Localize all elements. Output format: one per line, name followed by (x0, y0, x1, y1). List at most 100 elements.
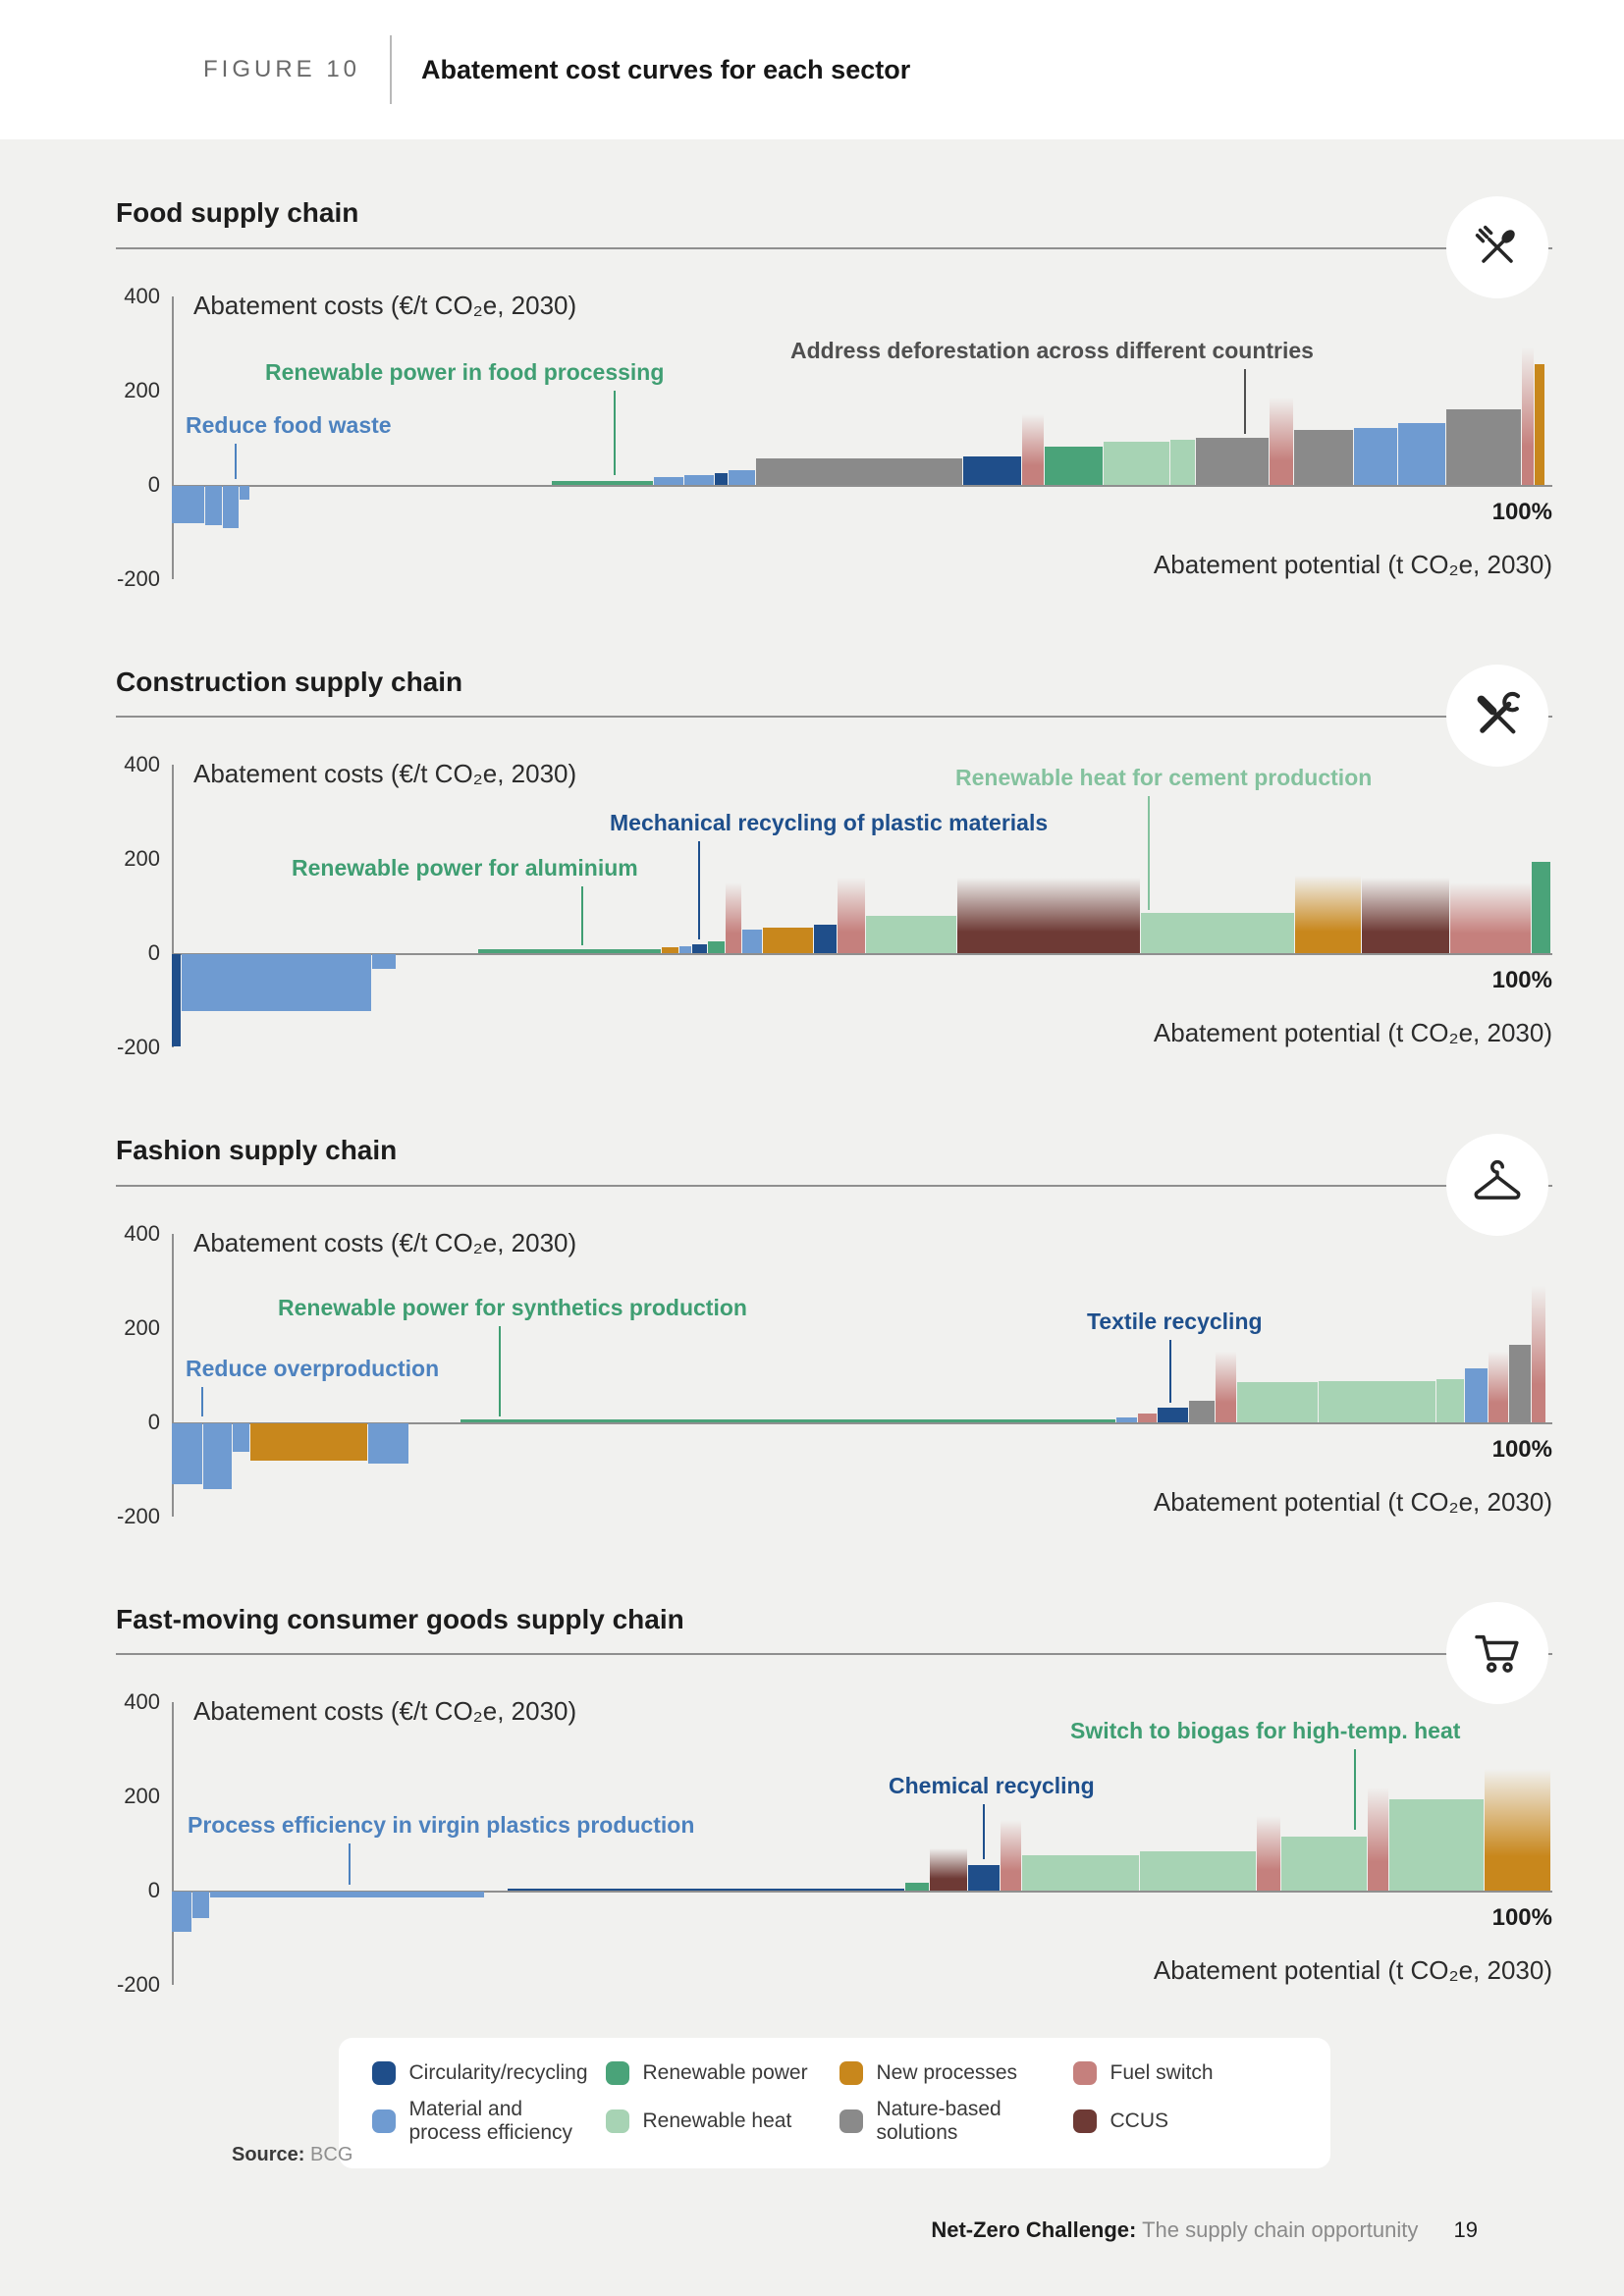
bar-fuel (1138, 1414, 1157, 1422)
annotation-leader-line (201, 1386, 203, 1416)
sector-icon-badge (1446, 1133, 1548, 1236)
bar-circ (813, 925, 837, 954)
annotation-leader-line (983, 1804, 985, 1860)
y-axis-ticks: 400 200 0 -200 (116, 1689, 172, 1997)
bar-fuel (1367, 1787, 1389, 1892)
annotation-leader-line (499, 1325, 501, 1416)
bar-circ (172, 954, 181, 1046)
bar-renheat (1022, 1855, 1139, 1892)
bar-matproc (1115, 1416, 1138, 1422)
bar-newproc (662, 947, 679, 954)
chart-food: 400 200 0 -200 Abatement costs (€/t CO₂e… (116, 284, 1552, 591)
bar-fuel (1022, 413, 1044, 485)
bar-fuel (1489, 1351, 1509, 1422)
y-axis-ticks: 400 200 0 -200 (116, 1221, 172, 1528)
bar-newproc (762, 927, 813, 954)
figure-label: FIGURE 10 (203, 56, 361, 82)
y-tick: -200 (116, 1972, 160, 1998)
bar-matproc (653, 477, 683, 485)
bar-matproc (204, 485, 222, 526)
fmcg-icon (1475, 1635, 1519, 1674)
bar-matproc (223, 485, 239, 528)
annotation-label: Renewable power in food processing (265, 358, 665, 385)
sector-head: Fast-moving consumer goods supply chain (116, 1602, 1552, 1705)
y-tick: 200 (124, 1314, 160, 1340)
sector-fmcg: Fast-moving consumer goods supply chain … (116, 1602, 1552, 1997)
legend-label: Material and process efficiency (408, 2097, 573, 2144)
legend-label: Renewable power (642, 2061, 808, 2085)
sector-title: Fast-moving consumer goods supply chain (116, 1603, 684, 1634)
annotation-label: Switch to biogas for high-temp. heat (1070, 1718, 1461, 1744)
bar-renheat (1104, 442, 1169, 485)
annotation-label: Reduce food waste (186, 411, 392, 438)
legend-item-ccus: CCUS (1072, 2098, 1297, 2145)
legend-label: CCUS (1110, 2109, 1169, 2132)
bar-fuel (1257, 1815, 1281, 1892)
legend-swatch-ccus (1072, 2109, 1097, 2133)
y-axis-ticks: 400 200 0 -200 (116, 284, 172, 591)
source: Source: BCG (232, 2144, 352, 2166)
sector-construction: Construction supply chain 400 200 0 -200 (116, 665, 1552, 1059)
y-axis-title: Abatement costs (€/t CO₂e, 2030) (193, 290, 577, 320)
bar-fuel (1449, 882, 1531, 954)
x-max-label: 100% (1491, 967, 1552, 994)
bar-matproc (1353, 428, 1397, 485)
construction-icon (1477, 692, 1521, 734)
sector-icon-badge (1446, 195, 1548, 298)
bar-renpower (904, 1882, 929, 1892)
sector-title: Fashion supply chain (116, 1135, 398, 1166)
legend-label: New processes (876, 2061, 1018, 2085)
fashion-icon (1474, 1159, 1521, 1200)
chart-fmcg: 400 200 0 -200 Abatement costs (€/t CO₂e… (116, 1689, 1552, 1997)
annotation-leader-line (1148, 796, 1150, 911)
annotation-label: Renewable power for synthetics productio… (278, 1294, 747, 1320)
bar-newproc (1534, 364, 1544, 485)
sector-head: Construction supply chain (116, 665, 1552, 768)
x-axis-title: Abatement potential (t CO₂e, 2030) (1153, 549, 1552, 579)
legend-swatch-newproc (839, 2061, 863, 2086)
bar-fuel (837, 878, 866, 954)
bar-circ (507, 1888, 904, 1892)
figure-content: Food supply chain 400 200 0 (116, 195, 1552, 2243)
x-max-label: 100% (1491, 498, 1552, 525)
sector-icon-badge (1446, 1602, 1548, 1705)
legend-item-renheat: Renewable heat (605, 2098, 830, 2145)
annotation-leader-line (581, 886, 583, 946)
y-tick: 0 (147, 940, 160, 966)
annotation-leader-line (1354, 1749, 1356, 1831)
bar-nature (1294, 430, 1353, 485)
legend-label: Renewable heat (642, 2109, 792, 2132)
bar-matproc (1397, 423, 1445, 485)
annotation-label: Process efficiency in virgin plastics pr… (188, 1812, 695, 1839)
bar-fuel (1000, 1820, 1022, 1892)
sector-fashion: Fashion supply chain 400 200 0 -200 (116, 1133, 1552, 1528)
legend-label: Nature-based solutions (876, 2097, 1001, 2144)
annotation-leader-line (698, 841, 700, 940)
zero-line (172, 484, 1552, 487)
annotation-leader-line (349, 1843, 351, 1886)
legend-item-renpower: Renewable power (605, 2061, 830, 2086)
bar-renpower (551, 480, 653, 485)
bar-circ (968, 1864, 1000, 1892)
source-label: Source: (232, 2143, 305, 2165)
header-divider (390, 35, 393, 104)
bar-matproc (203, 1422, 232, 1489)
footer-report-subtitle: The supply chain opportunity (1142, 2216, 1419, 2242)
bar-circ (1157, 1408, 1189, 1422)
bar-renheat (1169, 440, 1196, 485)
annotation-leader-line (1244, 368, 1246, 434)
bar-renheat (1141, 913, 1295, 954)
bar-matproc (741, 930, 762, 954)
legend-swatch-fuel (1072, 2061, 1097, 2086)
bar-newproc (1485, 1768, 1550, 1892)
zero-line (172, 1891, 1552, 1894)
annotation-leader-line (1169, 1339, 1171, 1403)
y-tick: 400 (124, 1689, 160, 1715)
bar-matproc (232, 1422, 250, 1452)
bar-nature (1509, 1344, 1531, 1422)
plot-area: Abatement costs (€/t CO₂e, 2030) 100% Ab… (172, 291, 1552, 579)
y-tick: 200 (124, 1784, 160, 1809)
bar-renheat (1281, 1837, 1367, 1892)
figure-title: Abatement cost curves for each sector (421, 54, 911, 84)
bar-matproc (210, 1892, 485, 1898)
